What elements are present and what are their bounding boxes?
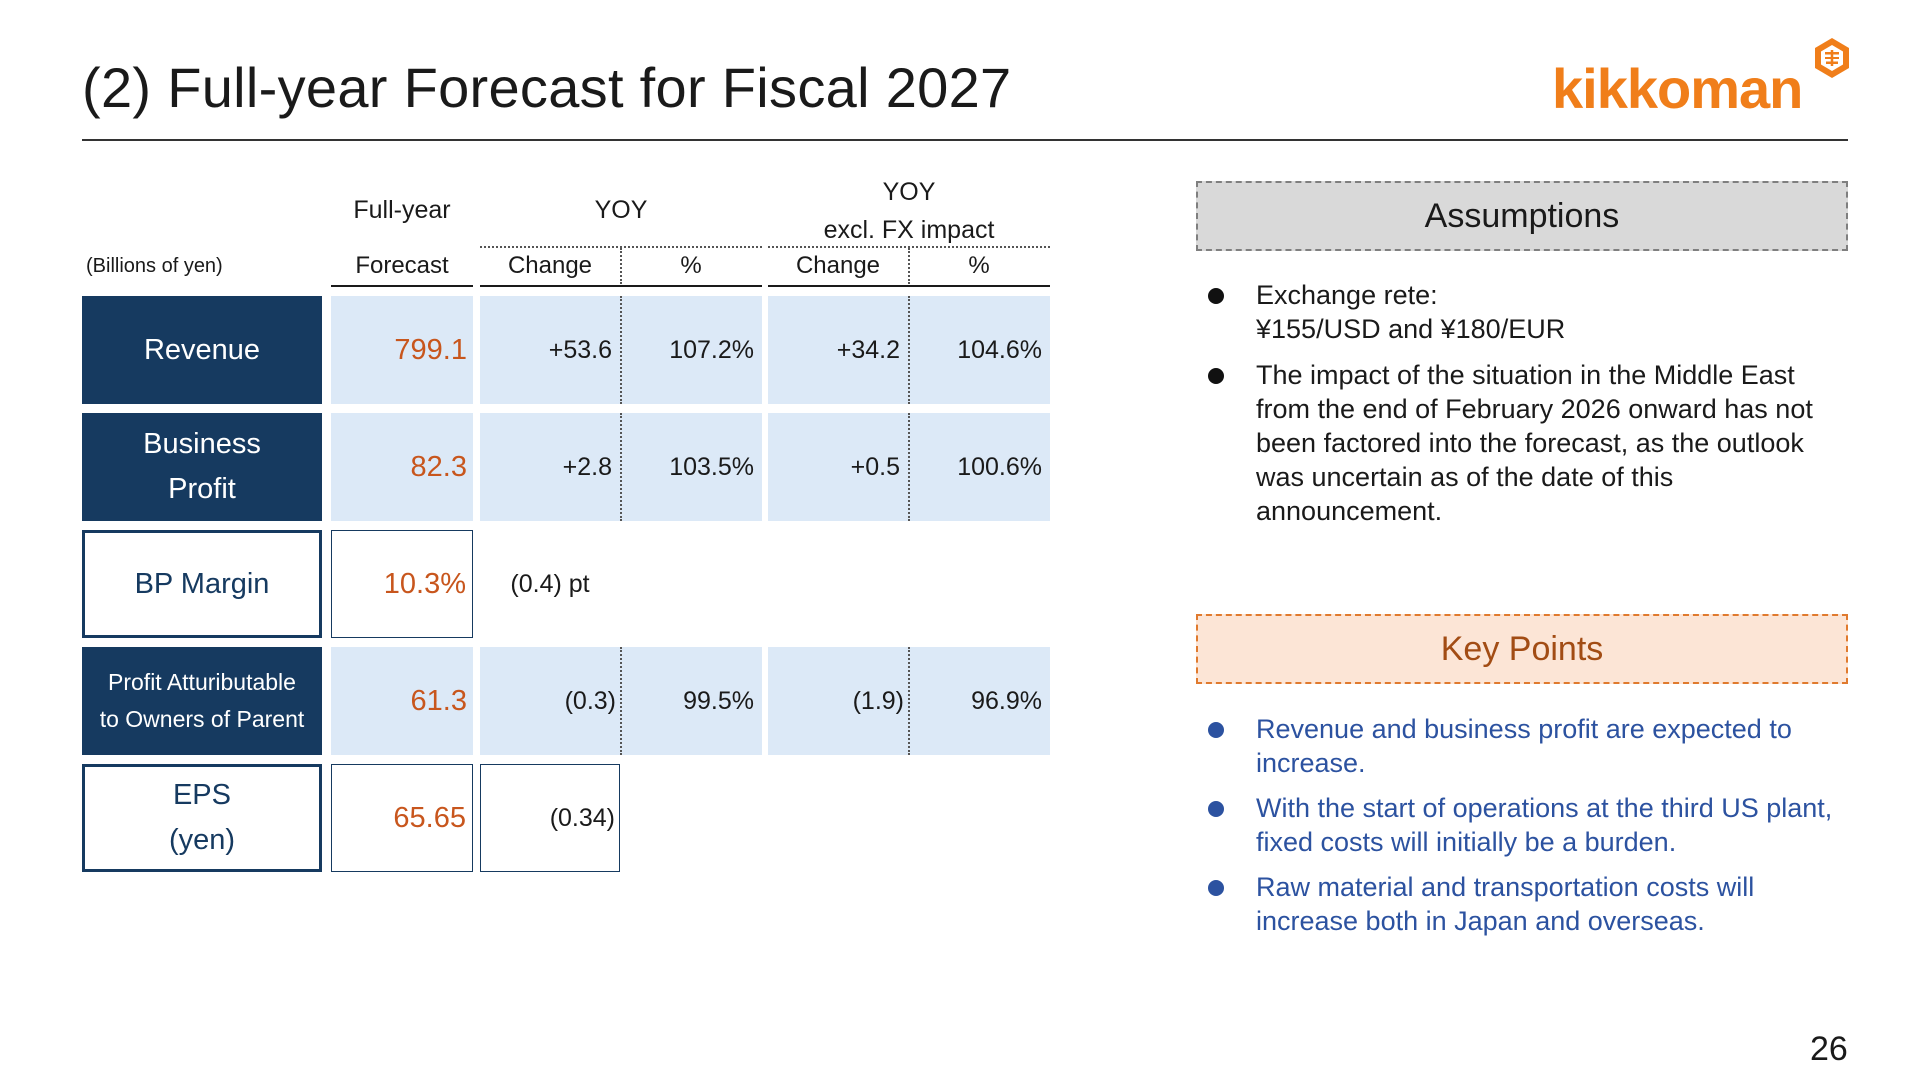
header-forecast: Forecast	[355, 252, 449, 279]
row-label-line2: to Owners of Parent	[99, 706, 305, 732]
header-rule-yoy	[480, 285, 762, 287]
logo-text: kikkoman	[1552, 57, 1803, 120]
cell-bp-yoy-pct: 103.5%	[669, 452, 754, 481]
row-label-line1: Profit Attuributable	[108, 669, 296, 696]
assumptions-heading: Assumptions	[1196, 181, 1848, 251]
row-label-business-profit: Business Profit	[82, 413, 322, 521]
cell-margin-forecast: 10.3%	[331, 530, 473, 638]
key-point-text: Raw material and transportation costs wi…	[1256, 872, 1755, 936]
header-rule-fx	[768, 285, 1050, 287]
cell-revenue-forecast: 799.1	[331, 296, 473, 404]
cell-vsep	[908, 296, 910, 404]
page-number: 26	[1810, 1030, 1848, 1068]
cell-vsep	[908, 413, 910, 521]
cell-vsep	[620, 413, 622, 521]
row-label-eps: EPS (yen)	[82, 764, 322, 872]
header-vsep-yoy	[620, 248, 622, 284]
header-yoy-excl-bottom: excl. FX impact	[823, 216, 995, 244]
row-label-text: BP Margin	[134, 567, 270, 600]
header-rule-forecast	[331, 285, 473, 287]
assumption-item: The impact of the situation in the Middl…	[1196, 358, 1836, 528]
cell-revenue-fx-change: +34.2	[836, 335, 900, 364]
cell-bp-fx-pct: 100.6%	[957, 452, 1042, 481]
key-point-text: With the start of operations at the thir…	[1256, 793, 1833, 857]
header-change: Change	[507, 252, 593, 279]
cell-bp-forecast: 82.3	[331, 413, 473, 521]
kikkoman-logo: kikkoman	[1552, 36, 1852, 120]
cell-vsep	[620, 296, 622, 404]
row-label-profit-attributable: Profit Attuributable to Owners of Parent	[82, 647, 322, 755]
header-pct-fx: %	[968, 252, 990, 279]
cell-pa-fx-pct: 96.9%	[971, 686, 1042, 715]
row-label-line2: (yen)	[168, 824, 236, 856]
row-label-text: Revenue	[143, 333, 261, 366]
row-label-bp-margin: BP Margin	[82, 530, 322, 638]
cell-revenue-yoy-pct: 107.2%	[669, 335, 754, 364]
row-label-line1: EPS	[172, 779, 231, 812]
cell-pa-forecast: 61.3	[331, 647, 473, 755]
cell-vsep	[908, 647, 910, 755]
units-label: (Billions of yen)	[86, 255, 223, 277]
cell-revenue-fx-pct: 104.6%	[957, 335, 1042, 364]
cell-pa-fx-change: (1.9)	[852, 686, 904, 715]
bullet-icon	[1208, 801, 1224, 817]
assumption-item: Exchange rete: ¥155/USD and ¥180/EUR	[1196, 278, 1836, 346]
cell-vsep	[620, 647, 622, 755]
row-label-line1: Business	[143, 428, 261, 461]
bullet-icon	[1208, 722, 1224, 738]
assumption-text: The impact of the situation in the Middl…	[1256, 360, 1813, 526]
yoy-excl-dotted-rule	[768, 246, 1050, 248]
row-label-line2: Profit	[168, 473, 236, 505]
row-label-revenue: Revenue	[82, 296, 322, 404]
key-point-item: Raw material and transportation costs wi…	[1196, 870, 1836, 938]
yoy-dotted-rule	[480, 246, 762, 248]
title-divider	[82, 139, 1848, 141]
cell-bp-yoy-change: +2.8	[562, 452, 612, 481]
key-points-list: Revenue and business profit are expected…	[1196, 712, 1836, 949]
header-change-fx: Change	[795, 252, 881, 279]
bullet-icon	[1208, 288, 1224, 304]
header-pct: %	[680, 252, 702, 279]
bullet-icon	[1208, 880, 1224, 896]
cell-bp-fx-change: +0.5	[850, 452, 900, 481]
key-point-item: Revenue and business profit are expected…	[1196, 712, 1836, 780]
assumption-line2: ¥155/USD and ¥180/EUR	[1256, 314, 1566, 344]
key-point-text: Revenue and business profit are expected…	[1256, 714, 1792, 778]
cell-eps-yoy-change: (0.34)	[480, 764, 620, 872]
cell-revenue-yoy-change: +53.6	[548, 335, 612, 364]
cell-pa-yoy-pct: 99.5%	[683, 686, 754, 715]
header-yoy-excl-top: YOY	[882, 178, 936, 206]
header-full-year: Full-year	[353, 196, 451, 224]
cell-eps-forecast: 65.65	[331, 764, 473, 872]
key-points-heading: Key Points	[1196, 614, 1848, 684]
cell-margin-yoy-change: (0.4) pt	[510, 569, 590, 598]
header-vsep-fx	[908, 248, 910, 284]
assumption-line1: Exchange rete:	[1256, 280, 1438, 310]
assumptions-list: Exchange rete: ¥155/USD and ¥180/EUR The…	[1196, 278, 1836, 540]
kikkoman-seal-icon	[1815, 38, 1849, 78]
bullet-icon	[1208, 368, 1224, 384]
page-title: (2) Full-year Forecast for Fiscal 2027	[82, 56, 1012, 119]
cell-pa-yoy-change: (0.3)	[564, 686, 616, 715]
header-yoy: YOY	[594, 196, 648, 224]
key-point-item: With the start of operations at the thir…	[1196, 791, 1836, 859]
